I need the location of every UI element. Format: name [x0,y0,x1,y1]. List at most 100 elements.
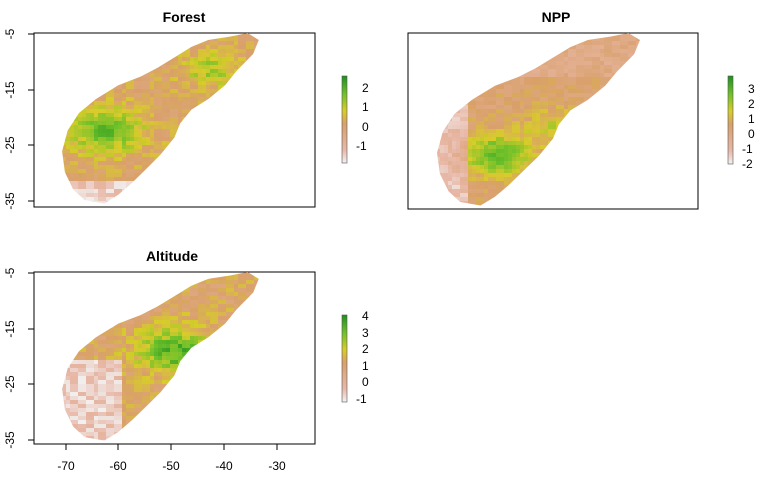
raster-cell [222,97,226,101]
raster-cell [130,101,134,105]
raster-cell [126,101,130,105]
y-tick-label: -15 [3,81,17,99]
raster-cell [274,85,278,89]
raster-cell [604,97,608,101]
raster-cell [114,65,118,69]
raster-cell [672,121,676,125]
raster-cell [302,181,306,185]
raster-cell [290,145,294,149]
raster-cell [98,53,102,57]
raster-cell [130,153,134,157]
raster-cell [536,37,540,41]
raster-cell [90,197,94,201]
raster-cell [306,177,310,181]
raster-cell [242,141,246,145]
raster-cell [46,89,50,93]
raster-cell [154,169,158,173]
raster-cell [174,141,178,145]
raster-cell [214,201,218,204]
raster-cell [66,149,70,153]
raster-cell [150,185,154,189]
raster-cell [648,37,652,41]
raster-cell [54,189,58,193]
raster-cell [290,165,294,169]
raster-cell [98,181,102,185]
raster-cell [162,145,166,149]
raster-cell [246,105,250,109]
raster-cell [166,169,170,173]
raster-cell [222,165,226,169]
raster-cell [302,177,306,181]
raster-cell [118,133,122,137]
raster-cell [102,93,106,97]
raster-cell [448,53,452,57]
raster-cell [134,129,138,133]
raster-cell [70,193,74,197]
raster-cell [254,189,258,193]
raster-cell [460,89,464,93]
raster-cell [274,193,278,197]
raster-cell [254,121,258,125]
raster-cell [310,185,314,189]
raster-cell [596,121,600,125]
raster-cell [624,53,628,57]
raster-cell [456,77,460,81]
raster-cell [190,185,194,189]
raster-cell [210,89,214,93]
raster-cell [428,121,432,125]
raster-cell [74,49,78,53]
raster-cell [162,133,166,137]
raster-cell [604,73,608,77]
raster-cell [82,197,86,201]
raster-cell [440,49,444,53]
raster-cell [182,177,186,181]
raster-cell [536,125,540,129]
raster-cell [644,113,648,117]
raster-cell [206,149,210,153]
raster-cell [46,149,50,153]
raster-cell [596,113,600,117]
raster-cell [484,133,488,137]
raster-cell [484,85,488,89]
raster-cell [142,157,146,161]
raster-cell [242,33,246,37]
raster-cell [552,109,556,113]
raster-cell [456,121,460,125]
raster-cell [122,49,126,53]
raster-cell [150,177,154,181]
raster-cell [588,45,592,49]
raster-cell [504,109,508,113]
raster-cell [286,145,290,149]
raster-cell [692,121,696,125]
raster-cell [102,173,106,177]
raster-cell [258,201,259,204]
raster-cell [592,97,596,101]
raster-cell [556,53,560,57]
raster-cell [302,153,306,157]
raster-cell [464,121,468,125]
raster-cell [198,117,202,121]
raster-cell [110,113,114,117]
raster-cell [86,45,90,49]
raster-cell [78,193,82,197]
raster-cell [504,125,508,129]
raster-cell [66,161,70,165]
raster-cell [82,53,86,57]
raster-cell [218,169,222,173]
raster-cell [146,125,150,129]
raster-cell [238,113,242,117]
raster-cell [114,77,118,81]
raster-cell [94,193,98,197]
raster-cell [464,97,468,101]
raster-cell [246,113,250,117]
raster-cell [640,37,644,41]
raster-cell [106,129,110,133]
raster-cell [206,53,210,57]
raster-cell [520,37,524,41]
raster-cell [58,153,62,157]
raster-cell [230,169,234,173]
raster-cell [234,61,238,65]
raster-cell [246,101,250,105]
raster-cell [684,113,688,117]
raster-cell [282,185,286,189]
